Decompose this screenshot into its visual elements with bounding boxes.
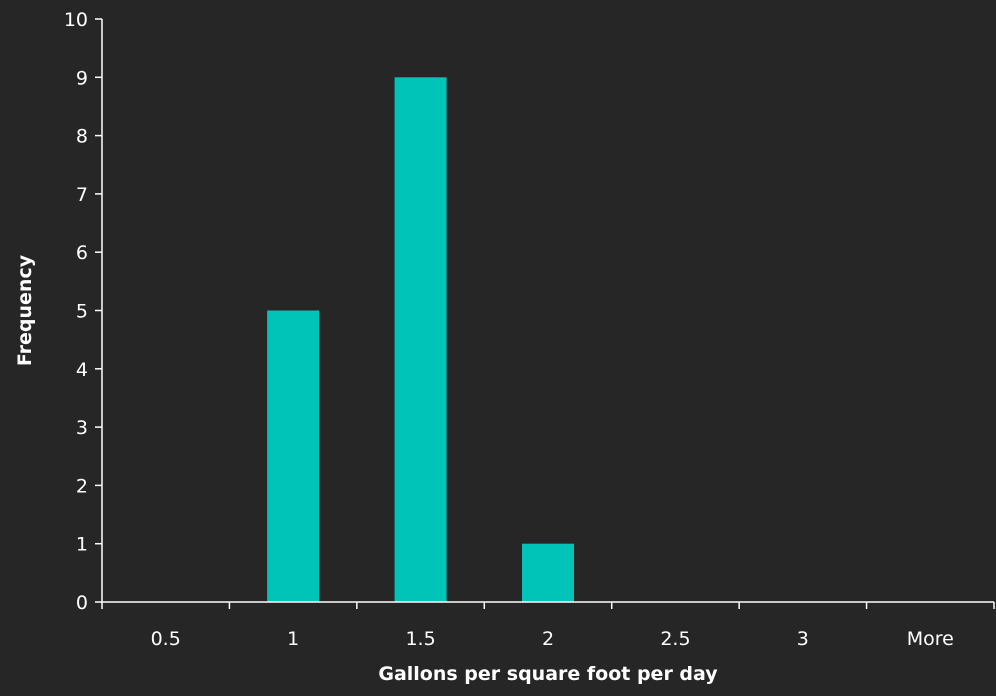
y-tick-label: 1 [76,534,88,556]
bar [267,310,320,602]
x-tick-label: 2 [542,628,554,650]
x-tick-label: 3 [797,628,809,650]
y-tick-label: 2 [76,475,88,497]
y-tick-label: 6 [76,242,88,264]
y-tick-label: 5 [76,301,88,323]
x-tick-label: 2.5 [660,628,690,650]
y-tick-label: 9 [76,67,88,89]
x-tick-label: 1 [287,628,299,650]
y-tick-label: 3 [76,417,88,439]
y-tick-label: 10 [64,9,88,31]
x-axis-ticks: 0.5 1 1.5 2 2.5 3 More [101,602,995,650]
y-axis-title: Frequency [14,254,36,366]
x-tick-label: 1.5 [405,628,435,650]
x-tick-label: 0.5 [151,628,181,650]
x-tick-label: More [907,628,954,650]
x-axis-title: Gallons per square foot per day [378,663,718,685]
y-tick-label: 8 [76,126,88,148]
bar [394,77,447,603]
y-tick-label: 4 [76,359,88,381]
y-axis-ticks: 0 1 2 3 4 5 6 7 8 9 10 [64,9,102,614]
y-tick-label: 7 [76,184,88,206]
bars-group [267,77,574,603]
bar [522,543,574,602]
y-tick-label: 0 [76,592,88,614]
